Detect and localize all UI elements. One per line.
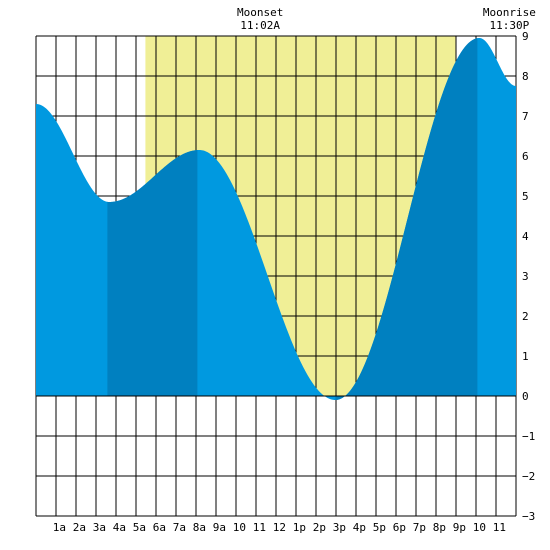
x-tick-label: 11 [253, 521, 266, 534]
dark-band [107, 150, 198, 396]
y-tick-label: 5 [522, 190, 529, 203]
x-tick-label: 3p [333, 521, 346, 534]
x-tick-label: 4a [113, 521, 126, 534]
x-tick-label: 9p [453, 521, 466, 534]
x-tick-label: 3a [93, 521, 106, 534]
x-tick-label: 9a [213, 521, 226, 534]
y-tick-label: 9 [522, 30, 529, 43]
x-tick-label: 7a [173, 521, 186, 534]
x-tick-label: 10 [473, 521, 486, 534]
x-tick-label: 5a [133, 521, 146, 534]
y-tick-label: 6 [522, 150, 529, 163]
y-tick-label: 8 [522, 70, 529, 83]
dark-band [335, 38, 478, 401]
x-tick-label: 4p [353, 521, 366, 534]
moon-event-title: Moonset [237, 6, 284, 19]
x-tick-label: 8a [193, 521, 206, 534]
x-axis-ticks: 1a 2a 3a 4a 5a 6a 7a 8a 9a 10 11 12 1p 2p 3p 4p 5p 6p 7p 8p… [53, 521, 506, 534]
x-tick-label: 8p [433, 521, 446, 534]
moon-event-title: Moonrise [482, 6, 536, 19]
y-axis-ticks: −3 −2 −1 0 1 2 3 4 5 6 7 8 9 [522, 30, 535, 523]
x-tick-label: 1p [293, 521, 306, 534]
x-tick-label: 6a [153, 521, 166, 534]
x-tick-label: 7p [413, 521, 426, 534]
y-tick-label: −3 [522, 510, 535, 523]
y-tick-label: 3 [522, 270, 529, 283]
y-tick-label: 7 [522, 110, 529, 123]
y-tick-label: −1 [522, 430, 535, 443]
y-tick-label: 2 [522, 310, 529, 323]
moon-event-time: 11:02A [240, 19, 281, 32]
x-tick-label: 5p [373, 521, 386, 534]
moon-event-label: Moonrise 11:30P [483, 6, 536, 32]
x-tick-label: 1a [53, 521, 66, 534]
y-tick-label: 4 [522, 230, 529, 243]
x-tick-label: 2p [313, 521, 326, 534]
x-tick-label: 12 [273, 521, 286, 534]
moon-event-time: 11:30P [489, 19, 530, 32]
x-tick-label: 2a [73, 521, 86, 534]
moon-event-label: Moonset 11:02A [237, 6, 283, 32]
y-tick-label: 0 [522, 390, 529, 403]
x-tick-label: 11 [493, 521, 506, 534]
dark-bands [107, 38, 478, 401]
y-tick-label: −2 [522, 470, 535, 483]
x-tick-label: 6p [393, 521, 406, 534]
x-tick-label: 10 [233, 521, 246, 534]
y-tick-label: 1 [522, 350, 529, 363]
